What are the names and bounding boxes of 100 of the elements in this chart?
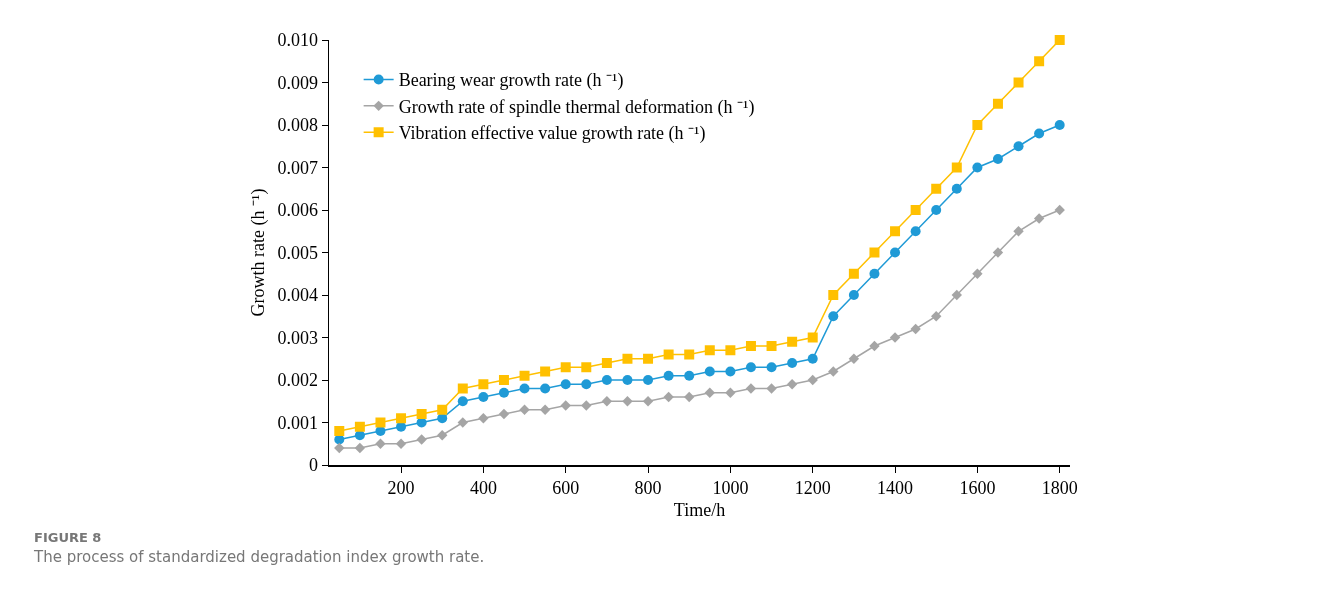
point (643, 375, 654, 385)
point (1013, 77, 1024, 88)
x-axis-title: Time/h (673, 500, 726, 520)
point (601, 375, 612, 385)
point (663, 370, 674, 381)
point (951, 162, 962, 173)
point (498, 387, 509, 398)
point (828, 311, 839, 322)
point (1054, 120, 1065, 130)
point (848, 290, 859, 300)
point (807, 332, 818, 343)
point (807, 374, 818, 386)
point (354, 421, 365, 432)
point (725, 366, 736, 377)
x-tick-label: 1200 (794, 478, 831, 499)
y-tick-label: 0.004 (277, 285, 318, 306)
point (704, 345, 715, 356)
point (395, 438, 407, 449)
point (663, 349, 674, 360)
text: The process of standardized degradation index growth rate. (34, 548, 485, 566)
point (828, 290, 839, 300)
point (890, 247, 901, 258)
point (622, 375, 633, 385)
point (540, 383, 551, 394)
point (992, 247, 1004, 258)
point (560, 362, 571, 373)
point (910, 205, 921, 215)
point (478, 392, 489, 402)
point (725, 345, 736, 356)
point (1034, 56, 1045, 67)
point (1034, 128, 1045, 139)
point (457, 383, 468, 394)
point (745, 362, 756, 373)
point (684, 391, 695, 403)
point (828, 366, 839, 377)
point (786, 379, 798, 390)
y-tick-label: 0.008 (277, 115, 318, 136)
point (663, 391, 674, 403)
point (890, 226, 901, 237)
point (478, 379, 489, 390)
point (951, 183, 962, 194)
point (601, 358, 612, 368)
point (704, 387, 715, 398)
point (745, 341, 756, 351)
y-tick-label: 0.009 (277, 72, 318, 93)
point (910, 323, 921, 335)
point (972, 268, 983, 279)
x-tick-label: 1000 (712, 478, 749, 499)
point (581, 400, 592, 411)
point (1013, 226, 1024, 237)
legend-label: Vibration effective value growth rate (h ⁻¹) (398, 123, 706, 145)
y-tick-label: 0.003 (277, 327, 318, 348)
point (478, 413, 489, 424)
y-tick-label: 0.005 (277, 242, 318, 263)
y-tick-label: 0.002 (277, 370, 318, 391)
point (869, 340, 880, 352)
point (931, 205, 942, 215)
point (437, 404, 448, 415)
point (540, 366, 551, 377)
point (1054, 35, 1065, 45)
x-tick-label: 200 (387, 478, 415, 499)
point (889, 332, 901, 343)
point (416, 409, 427, 419)
point (457, 396, 468, 407)
point (581, 362, 592, 373)
point (375, 438, 386, 449)
point (910, 226, 921, 237)
point (416, 434, 427, 445)
point (869, 247, 880, 258)
point (375, 417, 386, 428)
point (643, 353, 654, 364)
point (848, 353, 860, 364)
point (354, 442, 366, 454)
point (622, 353, 633, 364)
point (931, 183, 942, 194)
point (992, 98, 1003, 109)
point (1033, 213, 1045, 224)
point (848, 268, 859, 279)
point (951, 289, 962, 301)
point (1054, 204, 1065, 216)
point (766, 383, 777, 394)
x-tick-label: 1400 (877, 478, 914, 499)
point (642, 396, 654, 407)
point (560, 400, 571, 411)
caption: FIGURE 8 (34, 530, 103, 545)
point (787, 336, 798, 347)
point (684, 370, 695, 381)
point (498, 375, 509, 385)
point (539, 404, 551, 415)
point (931, 311, 942, 322)
point (725, 387, 736, 398)
point (992, 154, 1003, 164)
y-tick-label: 0 (308, 455, 318, 476)
y-tick-label: 0.007 (277, 157, 318, 178)
y-axis-title: Growth rate (h ⁻¹) (247, 188, 269, 317)
y-tick-label: 0.001 (277, 412, 318, 433)
point (334, 426, 345, 436)
point (869, 268, 880, 279)
point (766, 362, 777, 373)
point (560, 379, 571, 390)
